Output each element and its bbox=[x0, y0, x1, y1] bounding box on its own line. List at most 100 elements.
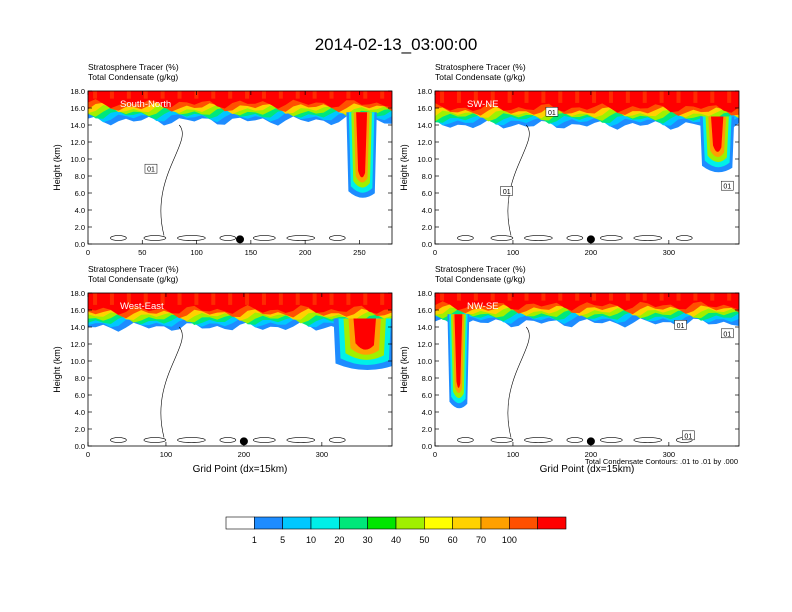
y-tick-label: 12.0 bbox=[70, 340, 85, 349]
y-tick-label: 18.0 bbox=[70, 87, 85, 96]
y-tick-label: 16.0 bbox=[417, 306, 432, 315]
colorbar-label: 1 bbox=[252, 535, 257, 545]
x-tick-label: 200 bbox=[585, 450, 598, 459]
tracer-streak bbox=[363, 293, 368, 305]
tracer-streak bbox=[507, 91, 512, 103]
tracer-plume bbox=[346, 112, 377, 198]
x-tick-label: 250 bbox=[353, 248, 366, 257]
tracer-streak bbox=[676, 91, 681, 103]
panel-label: SW-NE bbox=[467, 99, 499, 110]
panel-title-tracer: Stratosphere Tracer (%) bbox=[435, 62, 526, 72]
contour-label-box bbox=[682, 430, 695, 441]
tracer-streak bbox=[608, 91, 613, 103]
tracer-field bbox=[435, 91, 739, 244]
y-tick-label: 6.0 bbox=[422, 189, 432, 198]
panel-title-condensate: Total Condensate (g/kg) bbox=[88, 274, 178, 284]
y-tick-label: 2.0 bbox=[75, 223, 85, 232]
colorbar-label: 60 bbox=[448, 535, 458, 545]
y-tick-label: 6.0 bbox=[75, 391, 85, 400]
tracer-streak bbox=[126, 91, 131, 99]
x-axis-label: Grid Point (dx=15km) bbox=[540, 464, 635, 475]
contour-label: 01 bbox=[147, 167, 155, 174]
y-tick-label: 4.0 bbox=[422, 408, 432, 417]
y-tick-label: 10.0 bbox=[417, 357, 432, 366]
panel-title-tracer: Stratosphere Tracer (%) bbox=[435, 264, 526, 274]
y-tick-label: 0.0 bbox=[75, 240, 85, 249]
panel-frame bbox=[434, 292, 740, 447]
y-tick-label: 14.0 bbox=[70, 121, 85, 130]
contour-label: 01 bbox=[723, 184, 731, 191]
tracer-streak bbox=[143, 91, 148, 99]
tracer-streak bbox=[659, 91, 664, 103]
tracer-streak bbox=[608, 293, 613, 301]
x-tick-label: 0 bbox=[433, 248, 437, 257]
location-marker bbox=[239, 437, 248, 446]
tracer-streak bbox=[676, 293, 681, 301]
tracer-streak bbox=[541, 91, 546, 103]
colorbar-swatch bbox=[480, 516, 510, 530]
tracer-streak bbox=[693, 91, 698, 103]
y-tick-label: 4.0 bbox=[75, 206, 85, 215]
tracer-streak bbox=[625, 91, 630, 103]
y-tick-label: 0.0 bbox=[422, 442, 432, 451]
colorbar-swatch bbox=[225, 516, 255, 530]
tracer-streak bbox=[642, 293, 647, 301]
contour-label-box bbox=[545, 107, 559, 117]
colorbar-swatch bbox=[509, 516, 538, 530]
tracer-streak bbox=[329, 293, 334, 305]
x-tick-label: 150 bbox=[245, 248, 258, 257]
y-axis-label: Height (km) bbox=[52, 346, 62, 393]
panel-label: West-East bbox=[120, 301, 164, 312]
panel-frame bbox=[434, 90, 740, 245]
x-tick-label: 200 bbox=[585, 248, 598, 257]
tracer-streak bbox=[693, 293, 698, 301]
y-tick-label: 8.0 bbox=[422, 374, 432, 383]
y-tick-label: 14.0 bbox=[417, 121, 432, 130]
tracer-streak bbox=[490, 293, 495, 301]
x-tick-label: 200 bbox=[299, 248, 312, 257]
contour-label-box bbox=[721, 180, 734, 191]
panel-0: Stratosphere Tracer (%)Total Condensate … bbox=[52, 62, 393, 257]
x-tick-label: 100 bbox=[507, 248, 520, 257]
tracer-streak bbox=[710, 293, 715, 301]
tracer-streak bbox=[558, 91, 563, 103]
tracer-streak bbox=[473, 91, 478, 103]
panel-title-condensate: Total Condensate (g/kg) bbox=[88, 72, 178, 82]
location-marker bbox=[586, 437, 595, 446]
colorbar-swatch bbox=[367, 516, 397, 530]
tracer-streak bbox=[211, 293, 216, 305]
tracer-streak bbox=[228, 293, 233, 305]
x-tick-label: 100 bbox=[190, 248, 203, 257]
tracer-field bbox=[88, 293, 392, 446]
y-tick-label: 6.0 bbox=[75, 189, 85, 198]
y-tick-label: 2.0 bbox=[422, 223, 432, 232]
location-marker bbox=[236, 235, 244, 244]
colorbar-swatch bbox=[310, 516, 340, 530]
tracer-field bbox=[88, 91, 392, 244]
tracer-streak bbox=[346, 293, 351, 305]
tracer-streak bbox=[245, 91, 250, 99]
condensate-contours bbox=[110, 124, 346, 241]
condensate-contours bbox=[110, 326, 346, 443]
tracer-streak bbox=[278, 293, 283, 305]
panel-title-condensate: Total Condensate (g/kg) bbox=[435, 72, 525, 82]
y-tick-label: 10.0 bbox=[417, 155, 432, 164]
y-tick-label: 18.0 bbox=[417, 289, 432, 298]
tracer-streak bbox=[558, 293, 563, 301]
colorbar-swatch bbox=[282, 516, 312, 530]
tracer-streak bbox=[490, 91, 495, 103]
tracer-streak bbox=[261, 293, 266, 305]
x-tick-label: 50 bbox=[138, 248, 146, 257]
x-tick-label: 0 bbox=[86, 450, 90, 459]
contour-label-box bbox=[500, 186, 513, 196]
y-tick-label: 16.0 bbox=[417, 104, 432, 113]
tracer-streak bbox=[245, 293, 250, 305]
tracer-streak bbox=[109, 91, 114, 99]
panel-label: South-North bbox=[120, 99, 171, 110]
colorbar-swatch bbox=[452, 516, 482, 530]
contour-label: 01 bbox=[723, 331, 731, 338]
contour-note: Total Condensate Contours: .01 to .01 by… bbox=[585, 457, 738, 466]
tracer-streak bbox=[109, 293, 114, 305]
contour-label-box bbox=[144, 163, 158, 174]
